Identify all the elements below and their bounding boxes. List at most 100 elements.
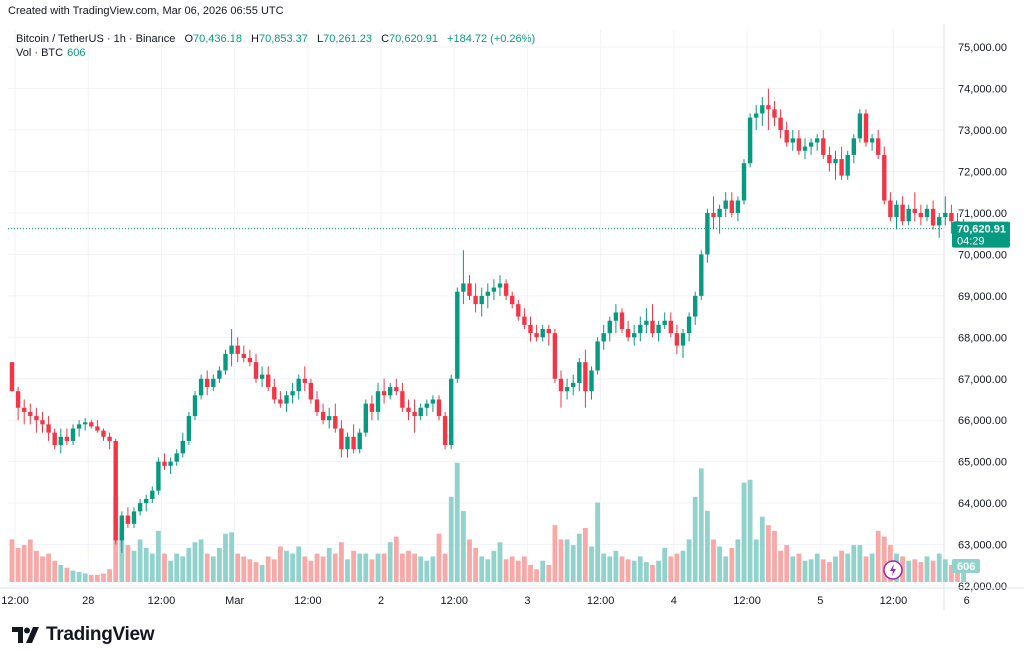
candle-body[interactable] [162, 461, 167, 466]
candle-body[interactable] [930, 208, 936, 226]
candle-body[interactable] [70, 428, 76, 441]
candle-body[interactable] [772, 109, 777, 118]
candle-body[interactable] [369, 403, 375, 412]
candle-body[interactable] [83, 422, 88, 425]
candle-body[interactable] [735, 200, 741, 213]
candle-body[interactable] [705, 212, 710, 255]
candle-body[interactable] [949, 212, 954, 222]
candle-body[interactable] [815, 138, 820, 143]
candle-body[interactable] [912, 208, 917, 213]
candle-body[interactable] [479, 295, 484, 305]
candle-body[interactable] [808, 142, 814, 147]
candle-body[interactable] [15, 391, 21, 408]
candle-body[interactable] [662, 320, 667, 325]
candle-body[interactable] [632, 333, 637, 338]
candle-body[interactable] [827, 154, 832, 164]
candle-body[interactable] [320, 411, 326, 421]
candle-body[interactable] [497, 283, 503, 288]
candle-body[interactable] [680, 333, 686, 346]
candle-body[interactable] [272, 387, 277, 400]
candle-body[interactable] [723, 200, 728, 209]
candle-body[interactable] [778, 117, 783, 131]
candle-body[interactable] [131, 511, 137, 524]
candle-body[interactable] [229, 345, 234, 354]
candle-body[interactable] [357, 432, 362, 450]
candle-body[interactable] [381, 391, 387, 396]
candle-body[interactable] [351, 436, 356, 450]
candle-body[interactable] [467, 283, 472, 296]
candle-body[interactable] [436, 399, 442, 417]
candle-body[interactable] [503, 283, 509, 296]
candle-body[interactable] [89, 422, 94, 427]
candle-body[interactable] [619, 312, 625, 330]
candle-body[interactable] [430, 399, 436, 404]
candle-body[interactable] [424, 403, 429, 408]
candle-body[interactable] [58, 436, 63, 446]
candle-body[interactable] [211, 378, 216, 388]
candle-body[interactable] [693, 295, 698, 317]
candle-body[interactable] [924, 208, 930, 218]
candle-body[interactable] [101, 430, 106, 437]
candle-body[interactable] [284, 395, 289, 404]
candle-body[interactable] [552, 333, 558, 379]
candle-body[interactable] [308, 382, 314, 400]
candle-body[interactable] [400, 391, 405, 408]
candle-body[interactable] [186, 416, 192, 441]
candle-body[interactable] [540, 329, 545, 338]
candle-body[interactable] [607, 320, 612, 334]
candle-body[interactable] [180, 440, 185, 454]
candle-body[interactable] [174, 453, 179, 462]
candle-body[interactable] [339, 428, 344, 450]
candle-body[interactable] [485, 291, 490, 296]
candle-body[interactable] [241, 353, 246, 359]
candle-body[interactable] [546, 329, 551, 334]
candle-body[interactable] [278, 399, 283, 404]
candle-body[interactable] [656, 324, 661, 334]
candle-body[interactable] [564, 387, 570, 392]
candle-body[interactable] [790, 138, 795, 143]
candle-body[interactable] [558, 378, 564, 392]
candle-body[interactable] [95, 426, 100, 431]
candle-body[interactable] [394, 387, 399, 392]
candle-body[interactable] [296, 378, 301, 392]
candle-body[interactable] [266, 374, 271, 388]
candle-body[interactable] [851, 138, 856, 155]
candle-body[interactable] [52, 432, 57, 446]
candle-body[interactable] [34, 416, 39, 421]
candle-body[interactable] [491, 287, 497, 292]
candle-body[interactable] [869, 138, 875, 143]
candle-body[interactable] [205, 378, 210, 388]
candle-body[interactable] [510, 295, 515, 305]
candle-body[interactable] [455, 291, 460, 379]
candle-body[interactable] [583, 362, 588, 392]
candle-body[interactable] [406, 407, 411, 412]
candle-body[interactable] [754, 113, 759, 118]
candle-body[interactable] [119, 515, 124, 541]
candle-body[interactable] [156, 461, 161, 491]
candle-body[interactable] [589, 370, 594, 392]
candle-body[interactable] [40, 420, 45, 425]
candle-body[interactable] [253, 362, 259, 379]
candle-body[interactable] [442, 416, 448, 446]
candle-body[interactable] [333, 416, 338, 429]
candle-body[interactable] [418, 407, 423, 417]
candle-body[interactable] [113, 440, 118, 541]
candle-body[interactable] [699, 254, 704, 296]
candle-body[interactable] [150, 490, 155, 499]
candle-body[interactable] [137, 503, 143, 512]
candle-body[interactable] [888, 200, 893, 218]
candle-body[interactable] [22, 407, 27, 412]
candle-body[interactable] [766, 105, 771, 110]
candle-body[interactable] [943, 212, 948, 218]
candle-body[interactable] [198, 378, 204, 396]
candle-body[interactable] [717, 208, 722, 218]
candle-body[interactable] [918, 212, 924, 218]
candle-body[interactable] [839, 159, 844, 176]
candle-body[interactable] [528, 324, 533, 334]
candle-body[interactable] [894, 204, 899, 218]
candle-body[interactable] [534, 333, 539, 338]
candle-body[interactable] [686, 316, 692, 334]
candle-body[interactable] [412, 411, 417, 417]
candle-body[interactable] [314, 399, 320, 412]
candle-body[interactable] [711, 212, 716, 218]
